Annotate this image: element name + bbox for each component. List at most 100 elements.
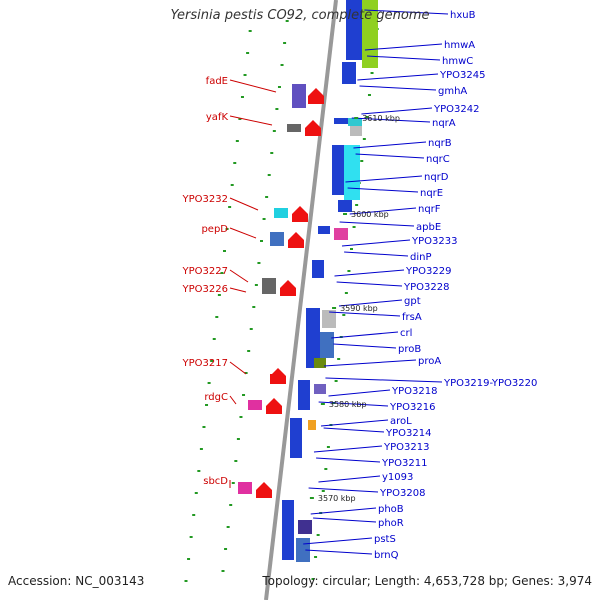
ring-dot bbox=[230, 184, 234, 186]
forward-gene-label: YPO3226 bbox=[182, 284, 228, 295]
ring-dot bbox=[324, 468, 328, 470]
reverse-gene-label: YPO3242 bbox=[433, 104, 479, 115]
reverse-connector bbox=[328, 389, 391, 397]
ring-dot bbox=[225, 228, 229, 230]
reverse-gene-label: YPO3213 bbox=[383, 442, 429, 453]
reverse-connector bbox=[349, 207, 417, 215]
ring-dot bbox=[311, 578, 315, 580]
reverse-gene-label: YPO3219-YPO3220 bbox=[443, 378, 537, 389]
reverse-feature bbox=[318, 226, 330, 234]
map-title: Yersinia pestis CO92, complete genome bbox=[170, 8, 430, 23]
ring-dot bbox=[360, 160, 364, 162]
reverse-connector bbox=[313, 445, 383, 453]
forward-connector bbox=[229, 269, 249, 283]
reverse-gene-label: YPO3233 bbox=[411, 236, 457, 247]
reverse-feature bbox=[308, 420, 316, 430]
reverse-connector bbox=[333, 343, 397, 349]
reverse-connector bbox=[334, 269, 405, 277]
reverse-connector bbox=[323, 427, 385, 433]
forward-arrow bbox=[256, 482, 272, 498]
reverse-gene-label: nqrA bbox=[432, 118, 456, 129]
ring-dot bbox=[275, 108, 279, 110]
forward-arrow bbox=[288, 232, 304, 248]
ring-dot bbox=[226, 526, 230, 528]
reverse-feature bbox=[298, 520, 312, 534]
reverse-connector bbox=[323, 359, 417, 367]
reverse-feature bbox=[312, 260, 324, 278]
reverse-gene-label: YPO3216 bbox=[389, 402, 435, 413]
forward-connector bbox=[229, 287, 247, 293]
ring-dot bbox=[267, 174, 271, 176]
ring-dot bbox=[283, 42, 287, 44]
reverse-connector bbox=[338, 299, 403, 307]
ring-dot bbox=[344, 292, 348, 294]
reverse-gene-label: frsA bbox=[402, 312, 422, 323]
ring-dot bbox=[316, 534, 320, 536]
forward-gene-label: pepD bbox=[201, 224, 228, 235]
ring-dot bbox=[239, 416, 243, 418]
reverse-gene-label: YPO3208 bbox=[379, 488, 425, 499]
reverse-gene-label: phoB bbox=[378, 504, 404, 515]
reverse-feature bbox=[306, 308, 320, 368]
reverse-feature bbox=[314, 384, 326, 394]
ring-dot bbox=[277, 86, 281, 88]
ring-dot bbox=[234, 460, 238, 462]
ring-dot bbox=[247, 350, 251, 352]
reverse-gene-label: nqrE bbox=[420, 188, 443, 199]
reverse-connector bbox=[318, 401, 389, 407]
forward-feature bbox=[262, 278, 276, 294]
tick-label: 3580 kbp bbox=[329, 400, 367, 409]
reverse-connector bbox=[336, 281, 403, 287]
reverse-gene-label: crl bbox=[400, 328, 412, 339]
reverse-connector bbox=[331, 331, 399, 339]
reverse-connector bbox=[313, 517, 377, 523]
reverse-connector bbox=[329, 311, 401, 317]
forward-arrow bbox=[292, 206, 308, 222]
reverse-gene-label: proB bbox=[398, 344, 421, 355]
ring-dot bbox=[257, 262, 261, 264]
ring-dot bbox=[205, 404, 209, 406]
forward-gene-label: yafK bbox=[206, 112, 229, 123]
tick-mark bbox=[343, 213, 348, 215]
forward-gene-label: YPO3227 bbox=[182, 266, 228, 277]
reverse-connector bbox=[320, 419, 389, 427]
backbone-line bbox=[264, 0, 338, 601]
reverse-feature bbox=[344, 145, 360, 200]
reverse-feature bbox=[332, 145, 346, 195]
reverse-connector bbox=[347, 187, 419, 193]
reverse-gene-label: nqrF bbox=[418, 204, 441, 215]
ring-dot bbox=[272, 130, 276, 132]
ring-dot bbox=[252, 306, 256, 308]
forward-connector bbox=[229, 395, 237, 405]
reverse-gene-label: YPO3245 bbox=[439, 70, 485, 81]
reverse-feature bbox=[314, 358, 326, 368]
ring-dot bbox=[265, 196, 269, 198]
reverse-feature bbox=[342, 62, 356, 84]
reverse-gene-label: nqrC bbox=[426, 154, 450, 165]
reverse-connector bbox=[303, 537, 373, 545]
ring-dot bbox=[350, 248, 353, 250]
reverse-gene-label: YPO3228 bbox=[403, 282, 449, 293]
ring-dot bbox=[262, 218, 266, 220]
ring-dot bbox=[217, 294, 221, 296]
ring-dot bbox=[280, 64, 284, 66]
reverse-gene-label: brnQ bbox=[374, 550, 399, 561]
ring-dot bbox=[248, 30, 252, 32]
ring-dot bbox=[199, 448, 203, 450]
reverse-connector bbox=[310, 507, 377, 515]
ring-dot bbox=[184, 580, 188, 582]
reverse-feature bbox=[320, 332, 334, 358]
reverse-gene-label: apbE bbox=[416, 222, 441, 233]
tick-mark bbox=[332, 307, 337, 309]
reverse-gene-label: aroL bbox=[390, 416, 412, 427]
ring-dot bbox=[207, 382, 211, 384]
ring-dot bbox=[189, 536, 193, 538]
tick-label: 3610 kbp bbox=[362, 114, 400, 123]
reverse-connector bbox=[351, 117, 431, 123]
ring-dot bbox=[321, 490, 325, 492]
forward-arrow bbox=[305, 120, 321, 136]
accession-text: Accession: NC_003143 bbox=[8, 574, 145, 588]
ring-dot bbox=[228, 206, 232, 208]
reverse-gene-label: nqrB bbox=[428, 138, 452, 149]
reverse-connector bbox=[357, 73, 439, 81]
